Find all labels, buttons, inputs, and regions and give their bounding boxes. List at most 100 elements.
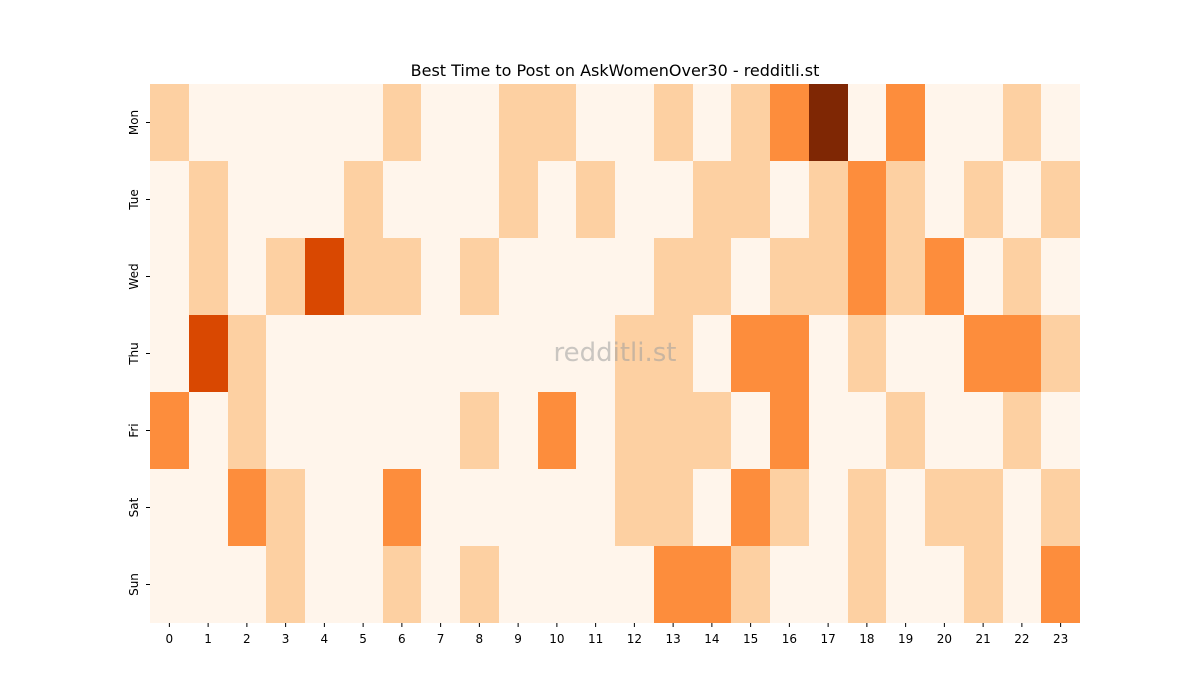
heatmap-cell-tue-1: [189, 161, 228, 238]
watermark-text: redditli.st: [554, 338, 677, 368]
x-tick-label-3: 3: [282, 632, 290, 646]
heatmap-cell-fri-5: [344, 392, 383, 469]
heatmap-cell-mon-21: [964, 84, 1003, 161]
chart-title: Best Time to Post on AskWomenOver30 - re…: [411, 61, 820, 80]
heatmap-cell-tue-15: [731, 161, 770, 238]
x-tick-label-18: 18: [859, 632, 874, 646]
heatmap-cell-tue-17: [809, 161, 848, 238]
heatmap-cell-mon-16: [770, 84, 809, 161]
heatmap-cell-wed-14: [693, 238, 731, 315]
heatmap-cell-tue-8: [460, 161, 499, 238]
y-axis: Mon Tue Wed Thu Fri Sat Sun: [127, 110, 150, 596]
y-tick-label-tue: Tue: [127, 189, 141, 211]
heatmap-cell-tue-4: [305, 161, 344, 238]
heatmap-cell-fri-17: [809, 392, 848, 469]
heatmap-cell-sun-14: [693, 546, 731, 623]
heatmap-cell-tue-14: [693, 161, 731, 238]
heatmap-cell-sun-6: [383, 546, 421, 623]
heatmap-cell-sun-19: [886, 546, 925, 623]
heatmap-cell-thu-6: [383, 315, 421, 392]
heatmap-cell-sat-3: [266, 469, 305, 546]
heatmap-cell-sat-11: [576, 469, 615, 546]
heatmap-cell-sat-20: [925, 469, 964, 546]
x-tick-label-21: 21: [975, 632, 990, 646]
heatmap-cell-thu-17: [809, 315, 848, 392]
heatmap-cell-thu-1: [189, 315, 228, 392]
x-tick-label-17: 17: [820, 632, 835, 646]
x-tick-label-4: 4: [321, 632, 329, 646]
heatmap-cell-wed-13: [654, 238, 693, 315]
heatmap-cell-mon-11: [576, 84, 615, 161]
heatmap-cell-wed-12: [615, 238, 654, 315]
heatmap-cell-wed-18: [848, 238, 886, 315]
heatmap-cell-mon-1: [189, 84, 228, 161]
heatmap-cell-mon-15: [731, 84, 770, 161]
x-tick-label-1: 1: [204, 632, 212, 646]
x-tick-label-22: 22: [1014, 632, 1029, 646]
heatmap-cell-sat-8: [460, 469, 499, 546]
heatmap-cell-wed-1: [189, 238, 228, 315]
x-tick-label-7: 7: [437, 632, 445, 646]
heatmap-cell-fri-12: [615, 392, 654, 469]
x-tick-label-10: 10: [549, 632, 564, 646]
heatmap-cell-sat-16: [770, 469, 809, 546]
heatmap-cell-thu-15: [731, 315, 770, 392]
x-tick-label-23: 23: [1053, 632, 1068, 646]
heatmap-cell-tue-0: [150, 161, 189, 238]
heatmap-cell-mon-0: [150, 84, 189, 161]
x-tick-label-19: 19: [898, 632, 913, 646]
heatmap-cell-sat-10: [538, 469, 576, 546]
heatmap-cell-sun-13: [654, 546, 693, 623]
heatmap-cell-sun-17: [809, 546, 848, 623]
heatmap-cell-sat-4: [305, 469, 344, 546]
heatmap-cell-mon-18: [848, 84, 886, 161]
heatmap-cell-tue-22: [1003, 161, 1041, 238]
heatmap-cell-mon-17: [809, 84, 848, 161]
heatmap-cell-mon-12: [615, 84, 654, 161]
heatmap-cell-wed-19: [886, 238, 925, 315]
heatmap-cell-sat-9: [499, 469, 538, 546]
y-tick-label-fri: Fri: [127, 423, 141, 437]
heatmap-cell-wed-16: [770, 238, 809, 315]
heatmap-cell-fri-3: [266, 392, 305, 469]
heatmap-cell-wed-7: [421, 238, 460, 315]
heatmap-cell-mon-2: [228, 84, 266, 161]
heatmap-cell-thu-4: [305, 315, 344, 392]
y-tick-label-thu: Thu: [127, 342, 141, 366]
heatmap-cell-thu-0: [150, 315, 189, 392]
heatmap-cell-mon-23: [1041, 84, 1080, 161]
heatmap-cell-tue-5: [344, 161, 383, 238]
y-tick-label-sun: Sun: [127, 573, 141, 596]
heatmap-cell-thu-9: [499, 315, 538, 392]
heatmap-cell-sat-18: [848, 469, 886, 546]
heatmap-cell-tue-3: [266, 161, 305, 238]
heatmap-cell-fri-4: [305, 392, 344, 469]
heatmap-cell-sat-1: [189, 469, 228, 546]
heatmap-cell-sat-14: [693, 469, 731, 546]
heatmap-cell-wed-20: [925, 238, 964, 315]
heatmap-cell-tue-6: [383, 161, 421, 238]
x-tick-label-15: 15: [743, 632, 758, 646]
heatmap-cell-sun-5: [344, 546, 383, 623]
heatmap-cell-thu-19: [886, 315, 925, 392]
heatmap-cell-mon-3: [266, 84, 305, 161]
heatmap-cell-thu-16: [770, 315, 809, 392]
heatmap-cell-tue-20: [925, 161, 964, 238]
heatmap-cell-sun-8: [460, 546, 499, 623]
heatmap-cell-sun-22: [1003, 546, 1041, 623]
heatmap-cell-sat-0: [150, 469, 189, 546]
x-tick-label-9: 9: [514, 632, 522, 646]
heatmap-cell-sun-16: [770, 546, 809, 623]
heatmap-cell-fri-13: [654, 392, 693, 469]
heatmap-cell-wed-9: [499, 238, 538, 315]
heatmap-cell-mon-14: [693, 84, 731, 161]
heatmap-cell-tue-10: [538, 161, 576, 238]
heatmap-cell-thu-8: [460, 315, 499, 392]
heatmap-cell-sun-10: [538, 546, 576, 623]
heatmap-cell-wed-17: [809, 238, 848, 315]
heatmap-cell-sat-6: [383, 469, 421, 546]
heatmap-cell-wed-21: [964, 238, 1003, 315]
heatmap-cell-fri-6: [383, 392, 421, 469]
y-tick-label-wed: Wed: [127, 263, 141, 289]
heatmap-cell-mon-9: [499, 84, 538, 161]
